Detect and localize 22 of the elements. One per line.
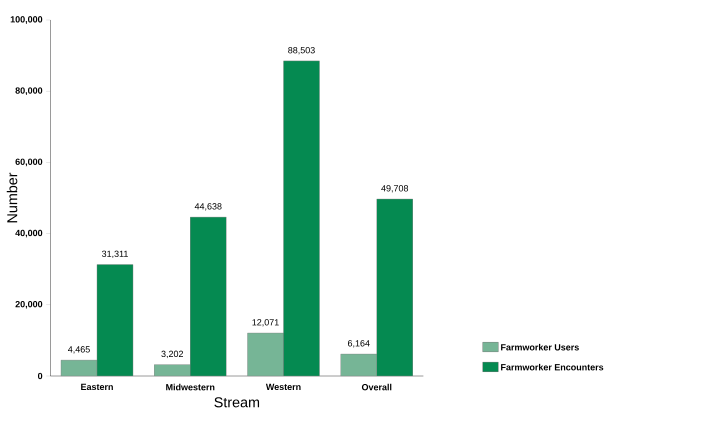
x-tick-label: Overall xyxy=(362,384,392,390)
x-tick-label: Western xyxy=(266,384,301,390)
data-label: 6,164 xyxy=(348,340,370,348)
x-axis-title: Stream xyxy=(214,397,260,408)
y-tick-label: 0 xyxy=(38,372,42,380)
y-axis-title: Number xyxy=(6,172,18,222)
data-label: 3,202 xyxy=(161,350,184,358)
y-tick-label: 100,000 xyxy=(10,16,42,24)
y-tick-label: 60,000 xyxy=(16,158,42,166)
y-tick-label: 40,000 xyxy=(15,230,42,238)
y-tick-label: 20,000 xyxy=(15,300,42,309)
data-label: 4,465 xyxy=(68,346,90,354)
legend-label: Farmworker Users xyxy=(501,344,579,350)
data-label: 12,071 xyxy=(252,319,279,327)
data-label: 44,638 xyxy=(194,203,222,211)
data-label: 49,708 xyxy=(381,185,408,193)
x-tick-label: Midwestern xyxy=(166,384,214,390)
legend-label: Farmworker Encounters xyxy=(501,364,604,370)
data-label: 88,503 xyxy=(288,47,315,54)
y-tick-label: 80,000 xyxy=(15,87,42,96)
data-label: 31,311 xyxy=(102,250,128,258)
x-tick-label: Eastern xyxy=(81,384,113,390)
